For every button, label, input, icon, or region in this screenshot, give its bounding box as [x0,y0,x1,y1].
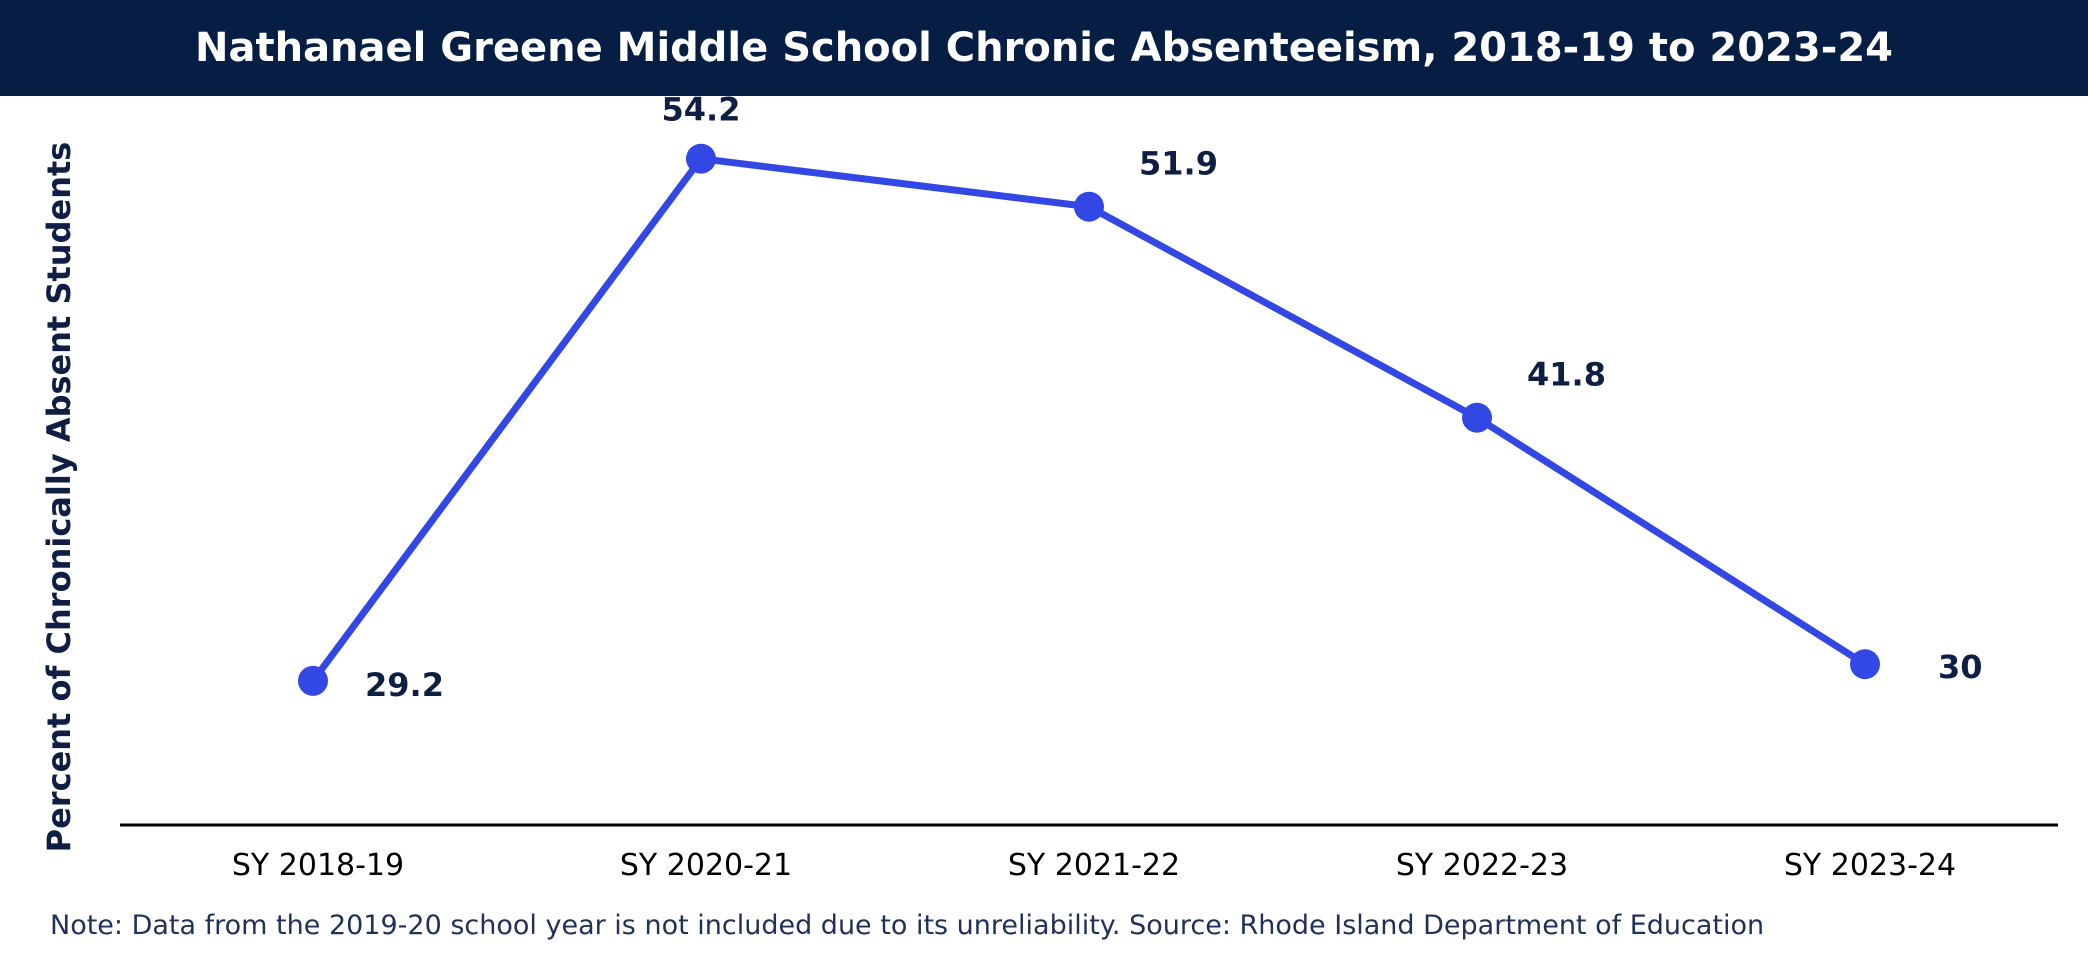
data-label: 41.8 [1527,356,1606,394]
data-point [1462,402,1492,433]
line-chart: Percent of Chronically Absent Students S… [40,96,2058,883]
y-axis-label: Percent of Chronically Absent Students [40,142,78,853]
data-label: 30 [1938,648,1983,686]
x-tick-label: SY 2022-23 [1396,848,1568,883]
chart-title: Nathanael Greene Middle School Chronic A… [195,25,1893,71]
x-tick-label: SY 2018-19 [232,848,404,883]
data-point [298,665,328,696]
x-tick-label: SY 2023-24 [1784,848,1956,883]
data-label: 51.9 [1139,145,1218,183]
data-points [298,143,1880,696]
data-point [686,143,716,174]
chart-note: Note: Data from the 2019-20 school year … [50,910,1765,941]
x-tick-label: SY 2020-21 [620,848,792,883]
x-tick-labels: SY 2018-19 SY 2020-21 SY 2021-22 SY 2022-23… [232,848,1956,883]
data-point [1850,649,1880,680]
title-bar: Nathanael Greene Middle School Chronic A… [0,0,2088,96]
data-label: 29.2 [365,666,444,704]
data-label: 54.2 [662,96,741,129]
series-line [309,155,1869,685]
data-point [1074,191,1104,222]
data-labels: 29.2 54.2 51.9 41.8 30 [365,96,1983,704]
x-tick-label: SY 2021-22 [1008,848,1180,883]
